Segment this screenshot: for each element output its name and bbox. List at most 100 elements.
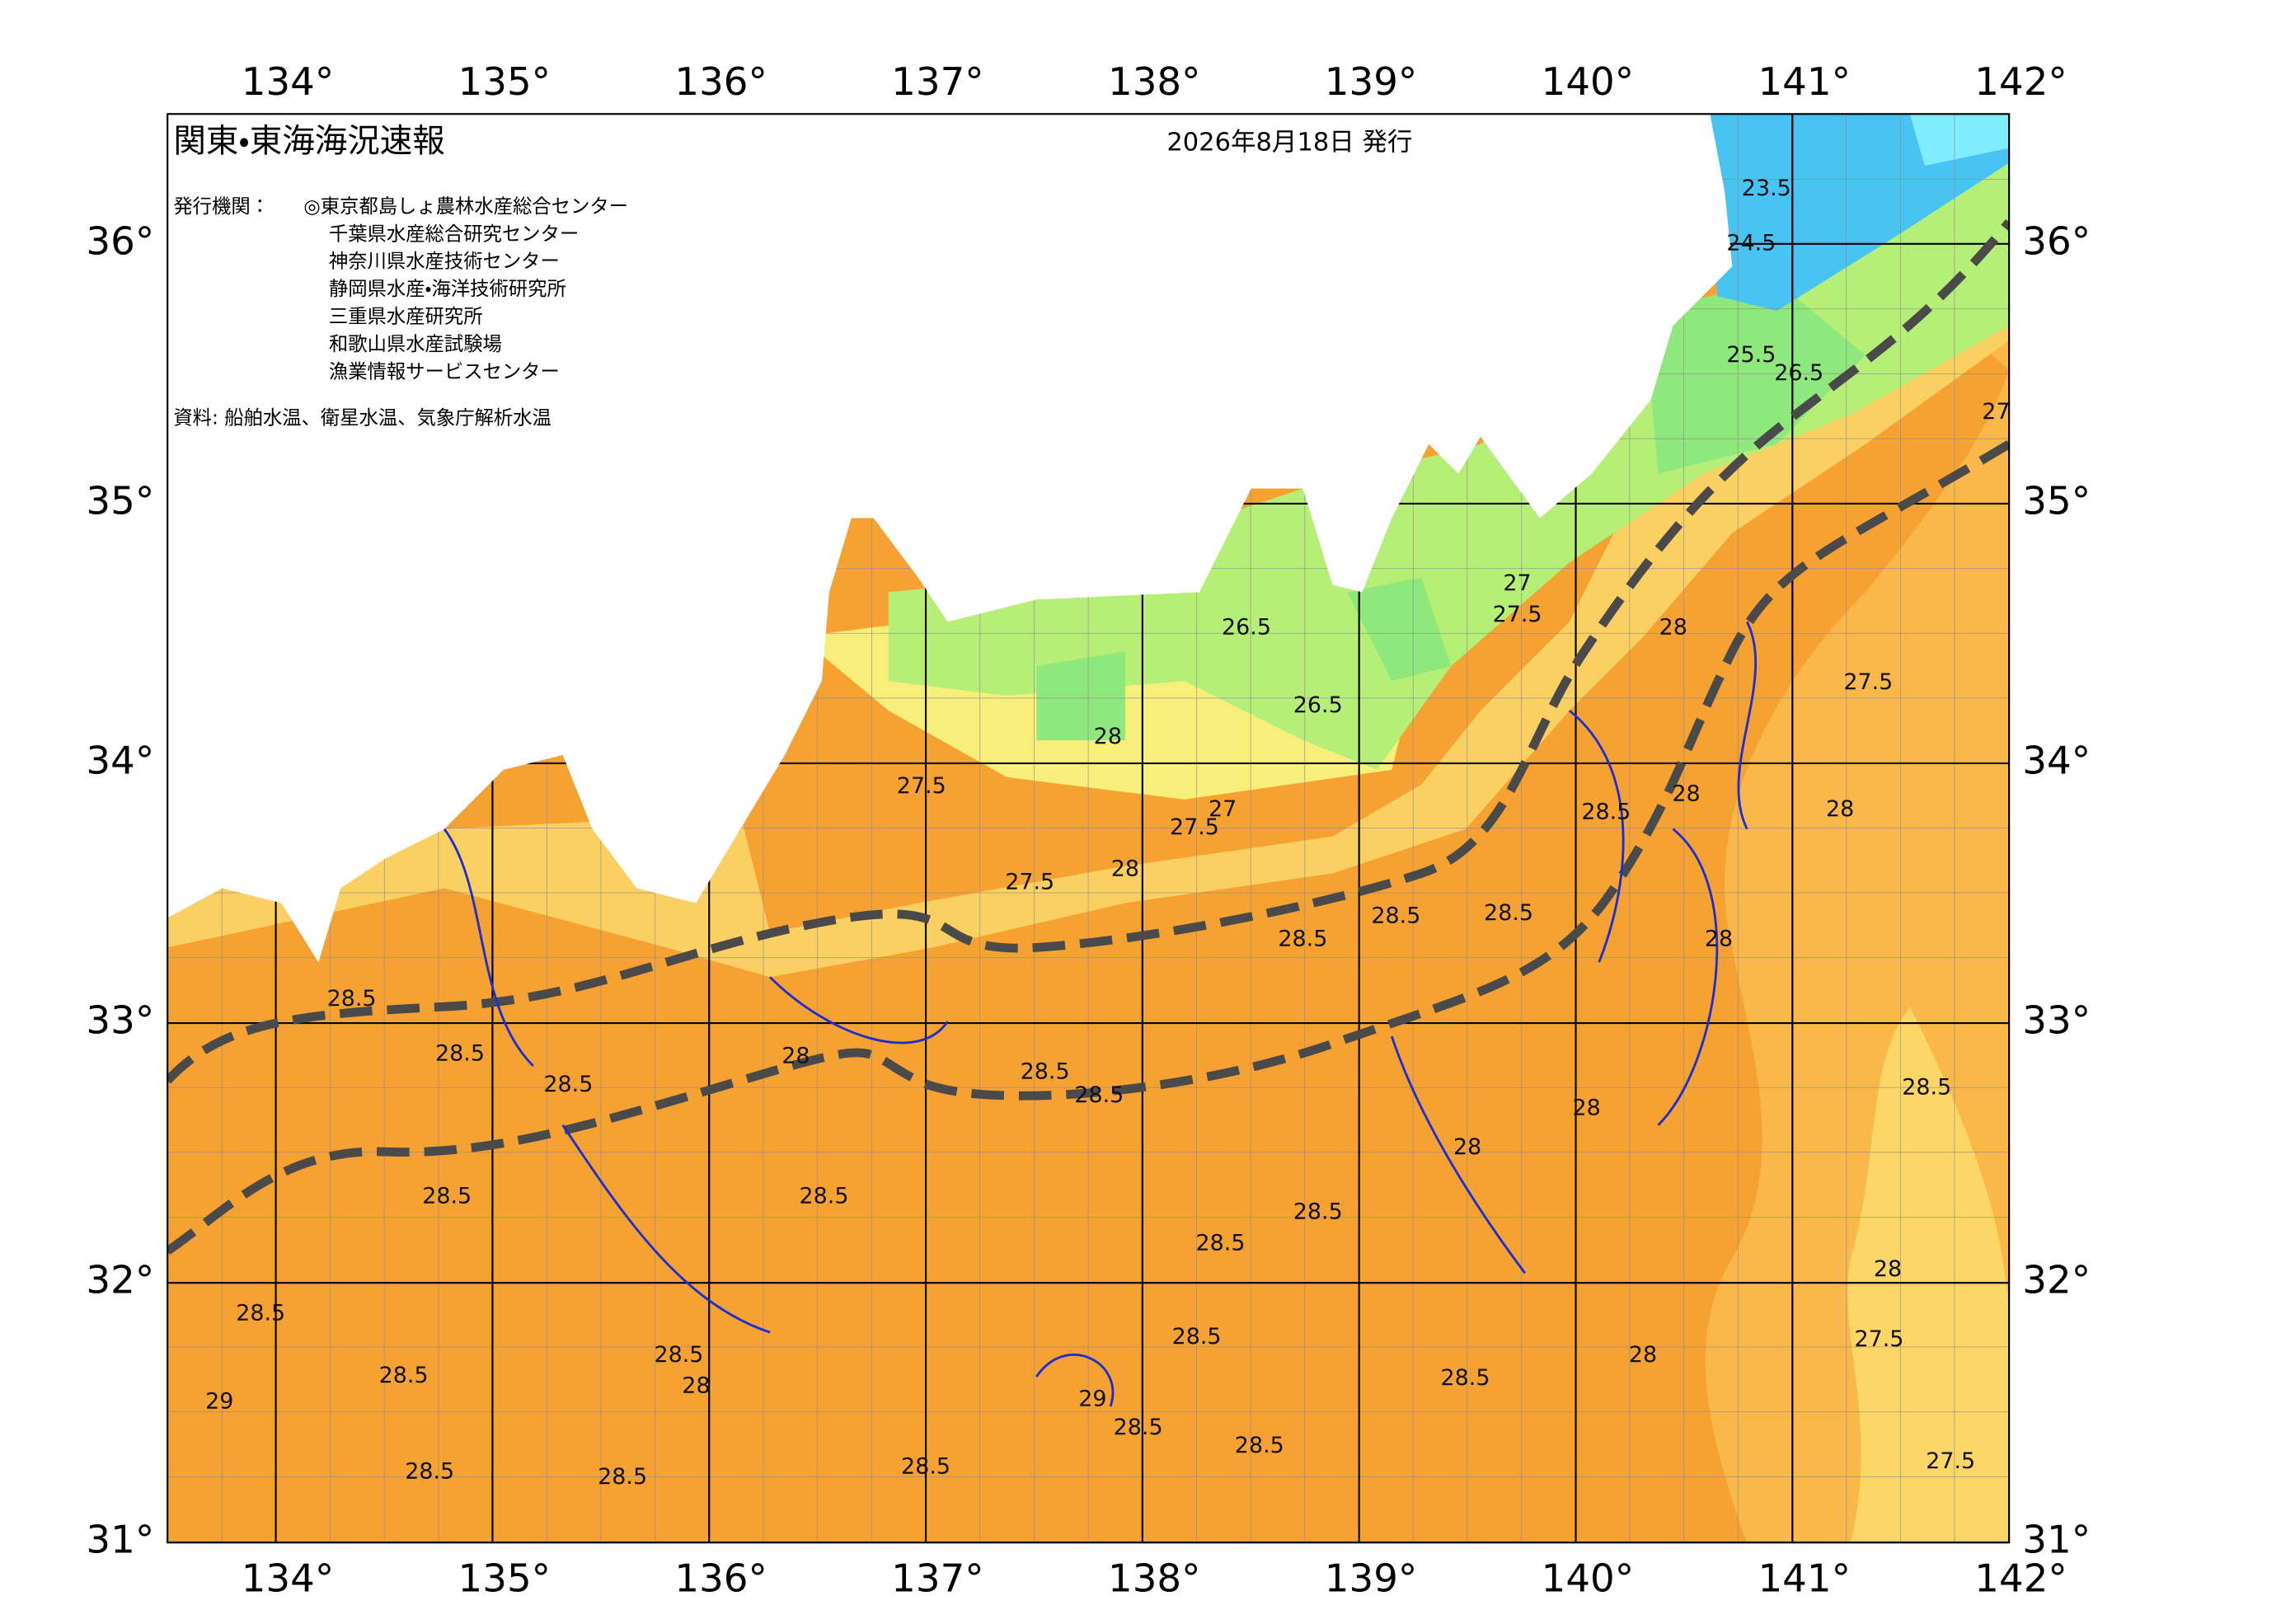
contour-label: 27.5 [1854, 1326, 1903, 1352]
contour-label: 28.5 [1196, 1230, 1246, 1256]
contour-label: 28 [1672, 781, 1700, 806]
kuroshio-south-edge [167, 440, 2010, 1255]
x-tick-label: 140° [1542, 1556, 1634, 1601]
x-tick-label: 142° [1974, 60, 2067, 105]
contour-label: 28.5 [327, 986, 377, 1011]
issue-date: 2026年8月18日 発行 [1166, 129, 1412, 157]
y-tick-label: 36° [2022, 219, 2091, 264]
contour-label: 28.5 [435, 1040, 485, 1066]
publisher-list: ◎東京都島しょ農林水産総合センター千葉県水産総合研究センター神奈川県水産技術セン… [303, 195, 628, 383]
contour-label: 28 [1874, 1256, 1902, 1282]
contour-label: 27.5 [1005, 869, 1054, 894]
y-tick-label: 35° [86, 479, 154, 523]
contour-label: 28.5 [422, 1184, 472, 1209]
contour-label: 28.5 [654, 1342, 703, 1368]
contour-label: 28.5 [379, 1363, 429, 1388]
x-tick-label: 138° [1108, 1556, 1200, 1601]
publisher-name: ◎東京都島しょ農林水産総合センター [303, 195, 628, 218]
publisher-name: 和歌山県水産試験場 [329, 332, 502, 355]
contour-label: 28.5 [901, 1453, 950, 1479]
contour-label: 26.5 [1774, 360, 1823, 386]
y-tick-label: 31° [86, 1518, 154, 1563]
x-tick-label: 142° [1974, 1556, 2067, 1601]
y-tick-label: 33° [2022, 999, 2091, 1044]
contour-label: 28.5 [1278, 927, 1327, 952]
contour-label: 28 [1629, 1342, 1657, 1368]
x-tick-label: 137° [891, 1556, 983, 1601]
publisher-name: 漁業情報サービスセンター [329, 359, 560, 383]
kuroshio-north-edge [167, 218, 2010, 1084]
contour-label: 28 [1111, 857, 1139, 882]
publisher-name: 静岡県水産・海洋技術研究所 [329, 277, 566, 300]
contour-label: 27 [1982, 399, 2010, 425]
y-tick-label: 34° [86, 739, 154, 783]
y-tick-label: 34° [2022, 739, 2091, 783]
contour-label: 27.5 [1843, 669, 1893, 695]
publisher-name: 神奈川県水産技術センター [329, 250, 560, 273]
contour-label: 28.5 [1074, 1082, 1124, 1108]
contour-label: 25.5 [1726, 342, 1776, 368]
contour-label: 28.5 [543, 1072, 593, 1097]
contour-label: 27.5 [1926, 1448, 1975, 1474]
contour-label: 28 [1094, 724, 1122, 749]
contour-label: 28.5 [1235, 1433, 1284, 1458]
contour-label: 28.5 [1114, 1415, 1163, 1440]
contour-labels: 23.524.525.526.5272727.526.526.52827.527… [205, 176, 2010, 1490]
publisher-label: 発行機関： [173, 195, 270, 218]
contour-label: 28.5 [1902, 1074, 1951, 1100]
contour-label: 28 [1705, 927, 1733, 952]
contour-label: 28.5 [1293, 1199, 1343, 1225]
map-frame [167, 113, 2011, 1544]
contour-label: 29 [205, 1389, 233, 1415]
contour-label: 28.5 [236, 1300, 285, 1326]
contour-label: 28.5 [800, 1184, 849, 1209]
x-tick-label: 140° [1542, 60, 1634, 105]
y-tick-label: 31° [2022, 1518, 2091, 1563]
contour-label: 27.5 [897, 773, 946, 799]
y-tick-label: 33° [86, 999, 154, 1044]
publisher-name: 三重県水産研究所 [329, 305, 483, 328]
contour-label: 28.5 [1021, 1058, 1070, 1084]
sea-field [167, 114, 2010, 1543]
contour-label: 26.5 [1222, 615, 1271, 641]
y-tick-label: 32° [2022, 1259, 2091, 1303]
contour-label: 28 [1659, 615, 1687, 641]
contour-label: 27.5 [1493, 602, 1542, 627]
contour-label: 28 [1453, 1134, 1481, 1160]
x-tick-label: 139° [1325, 1556, 1417, 1601]
y-tick-label: 36° [86, 219, 154, 264]
contour-label: 24.5 [1726, 230, 1776, 256]
contour-label: 28 [1826, 796, 1854, 822]
contour-label: 28.5 [1371, 903, 1420, 928]
contour-label: 26.5 [1293, 692, 1343, 718]
x-tick-label: 137° [891, 60, 983, 105]
contour-label: 27.5 [1170, 814, 1219, 840]
isotherm [443, 621, 1758, 1407]
contour-label: 29 [1078, 1386, 1106, 1411]
contour-label: 28.5 [1581, 799, 1631, 824]
x-tick-label: 135° [458, 1556, 551, 1601]
contour-label: 27 [1209, 796, 1237, 822]
map-title: 関東・東海海況速報 [173, 123, 444, 161]
contour-label: 28 [682, 1373, 710, 1399]
contour-label: 23.5 [1742, 176, 1791, 201]
x-tick-label: 135° [458, 60, 551, 105]
contour-label: 28.5 [1441, 1365, 1490, 1391]
contour-label: 28 [781, 1044, 810, 1069]
contour-label: 28.5 [405, 1459, 454, 1485]
x-tick-label: 139° [1325, 60, 1417, 105]
x-tick-label: 141° [1758, 1556, 1850, 1601]
land [167, 114, 1733, 963]
x-tick-label: 134° [242, 60, 334, 105]
contour-label: 27 [1503, 570, 1531, 596]
axis-labels: 134° 134° 135° 135° 136° 136° 137° 137° 138° 138°… [86, 60, 2091, 1602]
publisher-name: 千葉県水産総合研究センター [329, 222, 579, 245]
x-tick-label: 136° [674, 60, 767, 105]
contour-label: 28.5 [598, 1464, 647, 1490]
y-tick-label: 35° [2022, 479, 2091, 523]
x-tick-label: 141° [1758, 60, 1850, 105]
contour-label: 28 [1573, 1096, 1601, 1121]
x-tick-label: 134° [242, 1556, 334, 1601]
